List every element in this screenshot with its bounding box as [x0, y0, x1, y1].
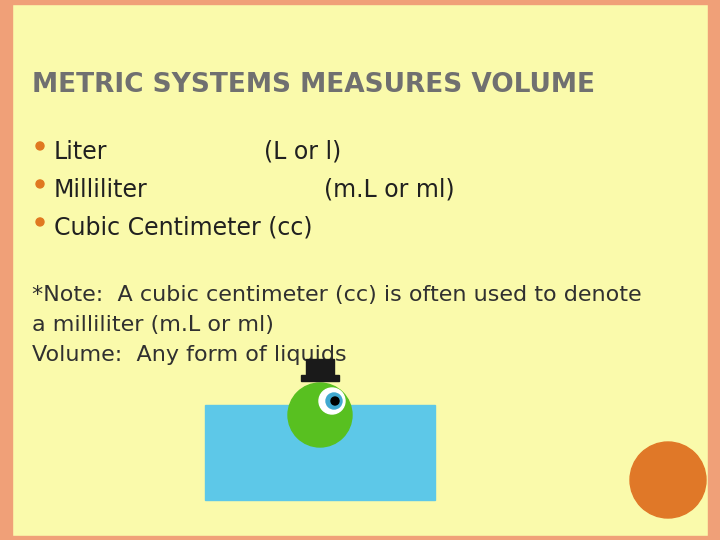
Text: (m.L or ml): (m.L or ml) [324, 178, 454, 202]
Circle shape [36, 180, 44, 188]
Text: Milliliter: Milliliter [54, 178, 148, 202]
Text: Liter: Liter [54, 140, 107, 164]
Circle shape [331, 397, 339, 405]
Bar [708, 0, 720, 540]
Circle shape [288, 383, 352, 447]
Text: *Note:  A cubic centimeter (cc) is often used to denote: *Note: A cubic centimeter (cc) is often … [32, 285, 642, 305]
Circle shape [36, 142, 44, 150]
Bar [0, 0, 12, 540]
Circle shape [36, 218, 44, 226]
Circle shape [326, 393, 342, 409]
Text: Volume:  Any form of liquids: Volume: Any form of liquids [32, 345, 346, 365]
Circle shape [319, 388, 345, 414]
Bar [0, 536, 720, 540]
Text: (L or l): (L or l) [264, 140, 341, 164]
Bar [306, 359, 334, 375]
Text: a milliliter (m.L or ml): a milliliter (m.L or ml) [32, 315, 274, 335]
Text: Cubic Centimeter (cc): Cubic Centimeter (cc) [54, 216, 312, 240]
Bar [0, 0, 720, 4]
Circle shape [630, 442, 706, 518]
Bar [301, 375, 339, 381]
Text: METRIC SYSTEMS MEASURES VOLUME: METRIC SYSTEMS MEASURES VOLUME [32, 72, 595, 98]
Bar [205, 405, 435, 500]
